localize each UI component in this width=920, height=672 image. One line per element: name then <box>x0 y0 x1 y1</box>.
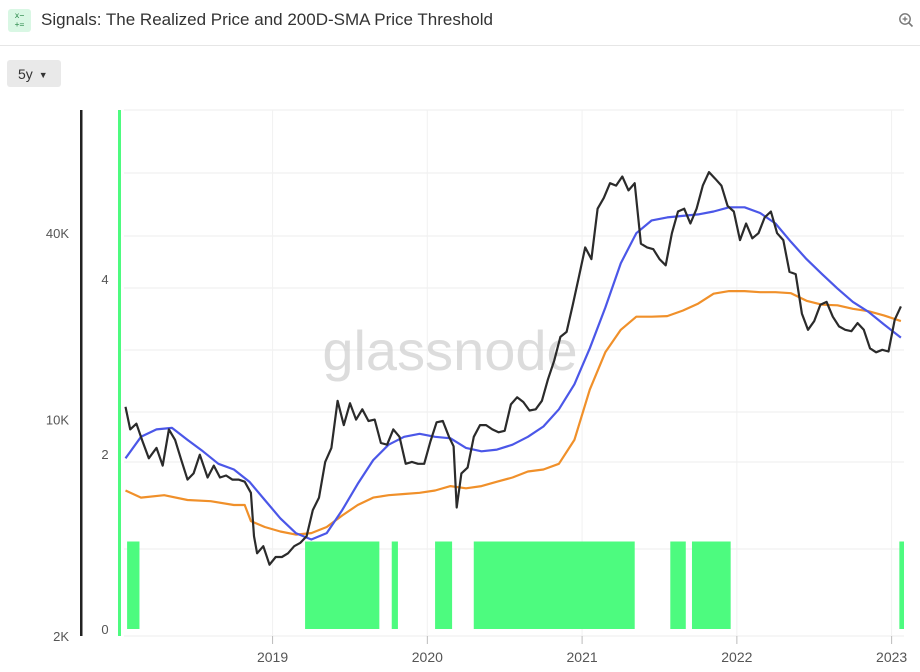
signal-bar <box>435 541 453 629</box>
left-axis-bar <box>80 110 83 636</box>
y-right-tick-label: 0 <box>101 622 108 637</box>
y-left-tick-label: 40K <box>46 226 69 241</box>
caret-down-icon: ▼ <box>38 70 48 80</box>
realized-price-line <box>125 290 902 536</box>
watermark: glassnode <box>322 319 577 382</box>
calculator-icon: x− += <box>8 9 31 32</box>
grid-lines <box>124 109 904 637</box>
sma-200d-line <box>124 206 902 541</box>
signal-bar <box>391 541 398 629</box>
signal-bar <box>473 541 635 629</box>
y-left-tick-label: 10K <box>46 413 69 428</box>
signal-bar <box>691 541 731 629</box>
signal-bar <box>127 541 140 629</box>
x-tick-label: 2021 <box>567 649 598 665</box>
y-right-tick-label: 2 <box>101 447 108 462</box>
series-lines <box>124 171 902 566</box>
signal-bar <box>670 541 686 629</box>
signal-bars <box>127 541 904 629</box>
x-tick-label: 2020 <box>412 649 443 665</box>
signal-bar <box>305 541 380 629</box>
chart-header: x− += Signals: The Realized Price and 200… <box>0 0 920 44</box>
signal-axis-bar <box>118 110 121 636</box>
y-left-tick-label: 2K <box>53 629 69 644</box>
axis-labels: 40K 10K 2K 4 2 0 2019 2020 2021 2022 2023 <box>46 226 908 665</box>
price-line <box>124 171 902 566</box>
x-tick-label: 2019 <box>257 649 288 665</box>
signal-bar <box>899 541 904 629</box>
x-tick-label: 2023 <box>876 649 907 665</box>
zoom-in-icon[interactable] <box>898 12 914 28</box>
resolution-label: 5y <box>18 66 33 82</box>
y-right-tick-label: 4 <box>101 272 108 287</box>
header-divider <box>0 45 920 46</box>
chart-title: Signals: The Realized Price and 200D-SMA… <box>41 10 493 29</box>
x-tick-label: 2022 <box>721 649 752 665</box>
resolution-dropdown[interactable]: 5y ▼ <box>7 60 61 87</box>
